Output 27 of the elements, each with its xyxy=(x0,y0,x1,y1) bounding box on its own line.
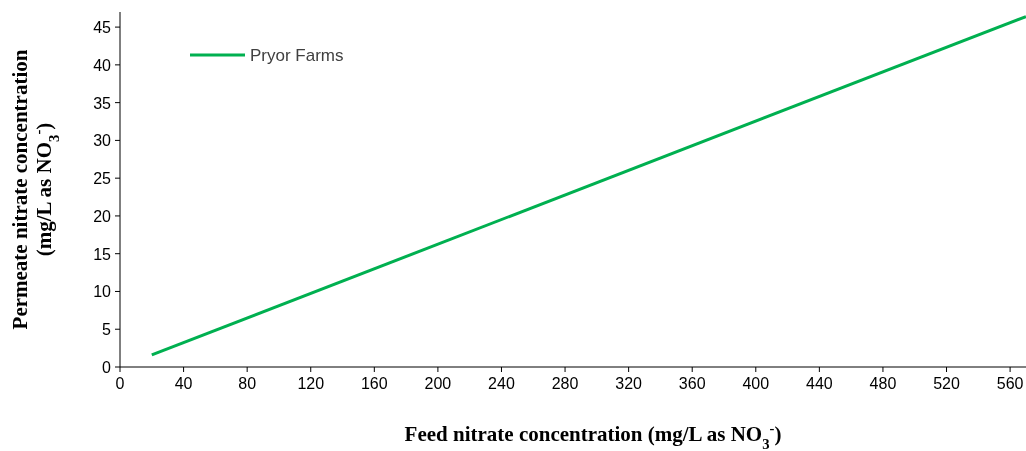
x-tick-label: 360 xyxy=(678,375,706,392)
x-axis-title: Feed nitrate concentration (mg/L as NO$_{3}$$^{-}$) xyxy=(404,420,782,451)
y-tick-label: 0 xyxy=(102,359,112,376)
x-tick-label: 560 xyxy=(996,375,1024,392)
legend-label: Pryor Farms xyxy=(250,46,344,65)
x-tick-label: 520 xyxy=(933,375,960,392)
x-tick-label: 400 xyxy=(742,375,770,392)
y-tick-label: 40 xyxy=(93,56,112,74)
y-tick-label: 45 xyxy=(93,19,112,37)
y-tick-label: 20 xyxy=(93,207,112,225)
x-tick-label: 480 xyxy=(869,375,897,392)
x-tick-label: 280 xyxy=(551,375,579,392)
x-tick-label: 160 xyxy=(360,375,388,392)
x-tick-label: 200 xyxy=(424,375,452,392)
x-tick-label: 320 xyxy=(615,375,643,392)
y-tick-label: 30 xyxy=(93,132,112,150)
y-tick-label: 5 xyxy=(102,321,112,339)
x-tick-label: 120 xyxy=(297,375,325,392)
x-tick-label: 440 xyxy=(806,375,833,392)
x-tick-label: 240 xyxy=(488,375,515,392)
y-tick-label: 10 xyxy=(93,283,112,301)
y-tick-label: 15 xyxy=(93,245,112,263)
y-tick-label: 25 xyxy=(93,170,112,188)
x-tick-label: 40 xyxy=(174,375,193,392)
x-tick-label: 0 xyxy=(115,375,125,392)
x-tick-label: 80 xyxy=(238,375,257,392)
y-tick-label: 35 xyxy=(93,94,112,112)
